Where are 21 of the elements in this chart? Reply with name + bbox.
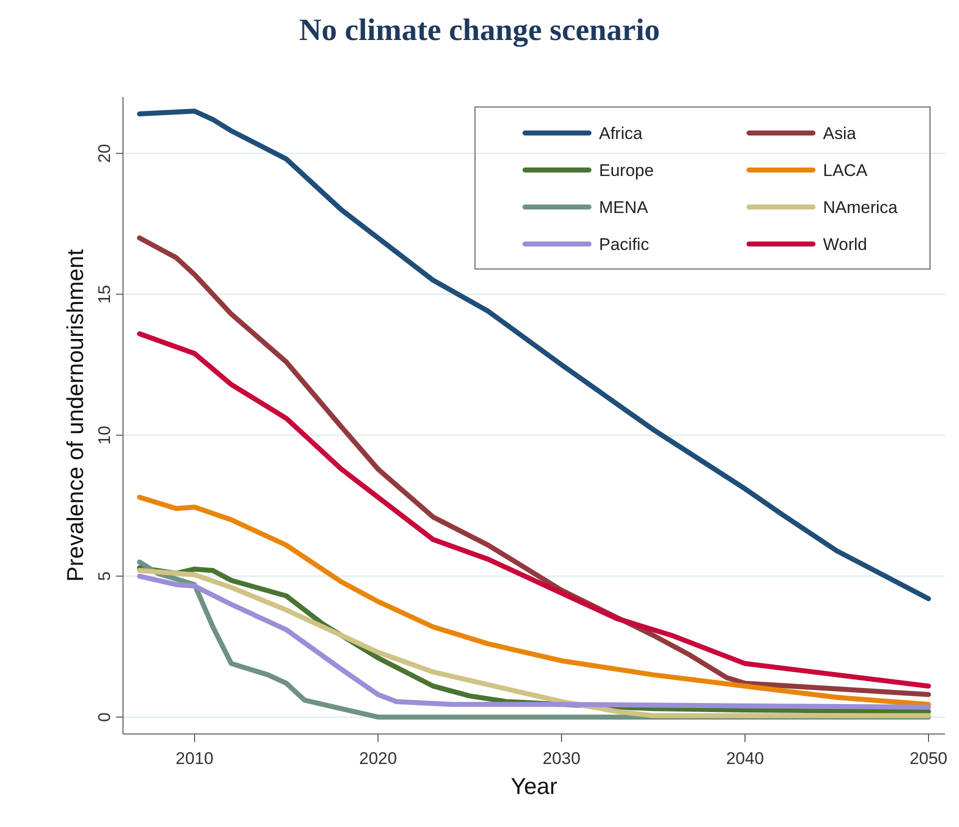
x-tick-label: 2050 — [910, 749, 948, 768]
x-axis-title: Year — [510, 773, 558, 799]
chart-title: No climate change scenario — [299, 12, 660, 47]
y-tick-label: 0 — [95, 712, 114, 722]
y-tick-label: 15 — [95, 284, 114, 304]
legend-label: MENA — [599, 198, 649, 217]
y-tick-label: 10 — [95, 426, 114, 445]
legend-label: Pacific — [599, 235, 650, 254]
x-tick-label: 2030 — [542, 749, 580, 768]
legend-label: LACA — [823, 161, 868, 180]
legend-label: Asia — [823, 124, 857, 143]
y-axis-title: Prevalence of undernourishment — [62, 248, 88, 582]
x-tick-label: 2020 — [359, 749, 397, 768]
legend-label: Europe — [599, 161, 654, 180]
y-tick-label: 20 — [95, 144, 114, 163]
legend-label: World — [823, 235, 868, 254]
legend-label: Africa — [599, 124, 643, 143]
legend-label: NAmerica — [823, 198, 898, 217]
x-tick-label: 2010 — [176, 749, 214, 768]
x-tick-label: 2040 — [726, 749, 764, 768]
y-tick-label: 5 — [95, 571, 114, 581]
